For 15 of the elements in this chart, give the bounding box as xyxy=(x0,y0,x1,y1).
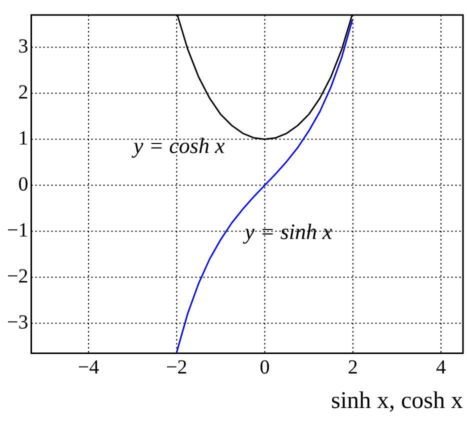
x-tick-label: 4 xyxy=(436,356,446,378)
y-tick-label: −2 xyxy=(7,266,28,288)
y-tick-label: 3 xyxy=(18,35,28,58)
y-tick-label: −1 xyxy=(7,220,28,242)
x-tick-label: −2 xyxy=(166,356,188,378)
series-label: y = sinh x xyxy=(242,219,333,244)
series-label: y = cosh x xyxy=(132,133,225,158)
x-axis-title: sinh x, cosh x xyxy=(331,388,463,414)
y-tick-label: −3 xyxy=(7,312,28,334)
y-tick-label: 2 xyxy=(18,81,28,104)
y-tick-label: 0 xyxy=(18,174,28,196)
x-tick-label: 0 xyxy=(260,356,270,378)
x-tick-label: 2 xyxy=(348,356,358,378)
x-tick-label: −4 xyxy=(78,356,100,378)
y-tick-label: 1 xyxy=(18,127,28,150)
